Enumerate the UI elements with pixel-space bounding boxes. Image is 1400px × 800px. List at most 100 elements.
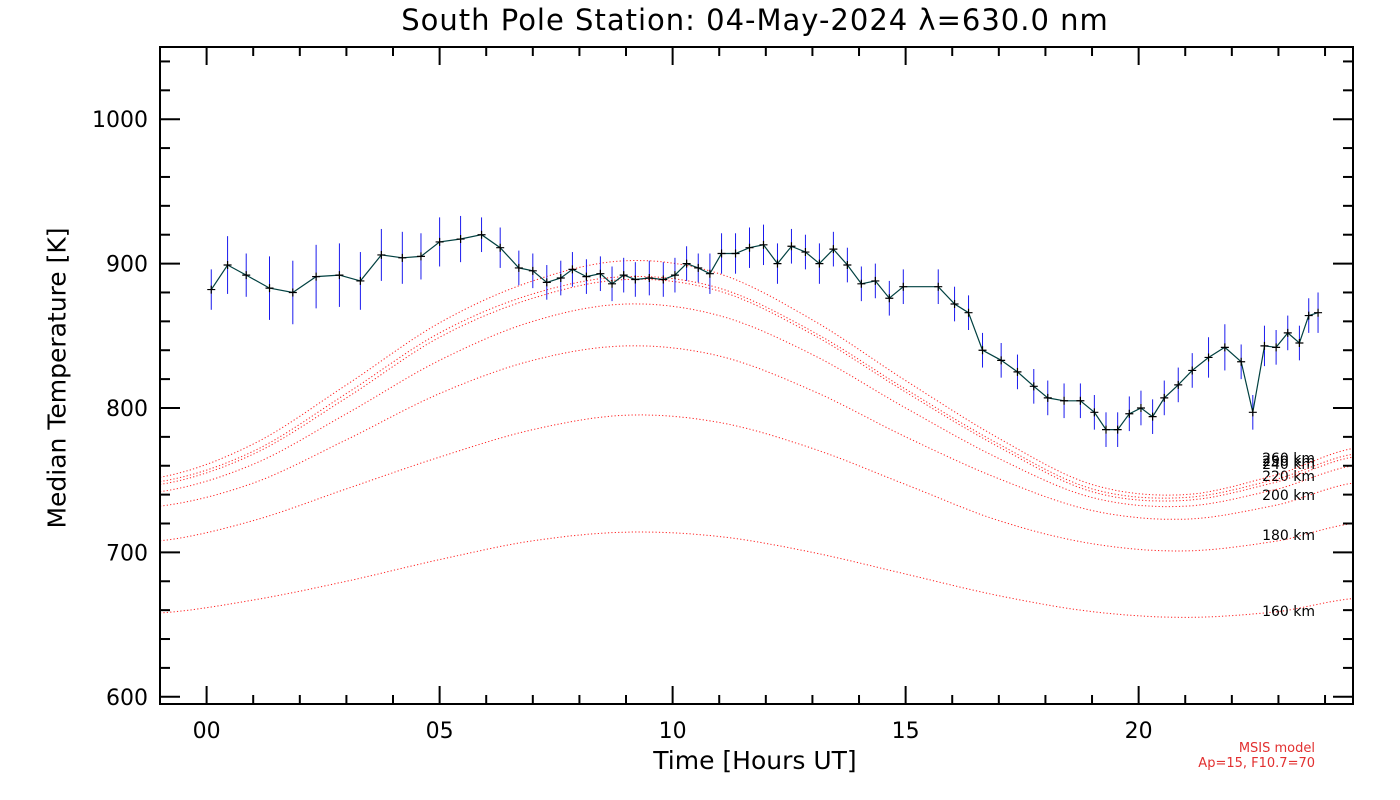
model-curve-label: 200 km [1262,488,1315,504]
axes-frame: 00 05 10 15 20 600 700 800 900 1000 [92,46,1354,744]
data-point [1013,367,1022,376]
data-point [528,266,537,275]
data-point [871,276,880,285]
data-point [843,261,852,270]
data-point [705,269,714,278]
data-point [1043,393,1052,402]
data-point [787,242,796,251]
data-point [1136,403,1145,412]
model-curve [159,278,1354,502]
data-point [1237,357,1246,366]
chart-title: South Pole Station: 04-May-2024 λ=630.0 … [401,3,1109,37]
data-point [1248,408,1257,417]
data-point [416,252,425,261]
data-point [682,259,691,268]
data-point [1102,425,1111,434]
data-point [223,261,232,270]
data-point [934,282,943,291]
data-point [288,288,297,297]
data-point [1060,396,1069,405]
data-point [514,263,523,272]
y-tick-label: 900 [106,253,148,278]
temperature-line [210,234,1319,431]
model-note-line1: MSIS model [1238,741,1315,756]
x-axis-label: Time [Hours UT] [653,746,857,775]
data-point [1113,425,1122,434]
data-point [997,356,1006,365]
data-point [1160,393,1169,402]
data-point [801,248,810,257]
data-point [694,263,703,272]
x-tick-label: 20 [1125,719,1153,744]
model-curve [159,414,1354,552]
x-tick-label: 15 [892,719,920,744]
data-point [542,278,551,287]
data-point [645,274,654,283]
data-point [568,265,577,274]
x-tick-label: 00 [193,719,221,744]
data-point [773,259,782,268]
data-point [899,282,908,291]
data-point [435,237,444,246]
data-point [1174,380,1183,389]
data-point [596,269,605,278]
data-point [631,275,640,284]
data-point [207,285,216,294]
data-point [242,271,251,280]
data-point [815,259,824,268]
data-point [829,245,838,254]
data-point [1090,408,1099,417]
temperature-series [207,215,1323,447]
data-point [1283,328,1292,337]
data-point [670,271,679,280]
data-point [556,274,565,283]
data-point [978,346,987,355]
model-curve [159,531,1354,618]
data-point [312,272,321,281]
data-point [1204,353,1213,362]
data-point [377,250,386,259]
data-point [456,235,465,244]
model-curve-label: 220 km [1262,469,1315,485]
data-point [885,294,894,303]
data-point [1304,311,1313,320]
data-point [1188,366,1197,375]
data-point [1314,308,1323,317]
data-point [745,243,754,252]
data-point [1260,341,1269,350]
model-curve-label: 260 km [1262,451,1315,467]
model-note-line2: Ap=15, F10.7=70 [1198,756,1315,771]
y-axis-label: Median Temperature [K] [42,227,72,529]
data-point [857,279,866,288]
model-curve [159,303,1354,508]
data-point [964,308,973,317]
data-point [1125,409,1134,418]
y-tick-label: 1000 [92,108,148,133]
model-curve [159,275,1354,499]
model-curve-label: 180 km [1262,528,1315,544]
model-curve-label: 240 km [1262,457,1315,473]
data-point [356,276,365,285]
model-curve-label: 160 km [1262,604,1315,620]
model-curve [159,345,1354,520]
data-point [659,275,668,284]
data-point [950,300,959,309]
data-point [496,243,505,252]
data-point [1295,339,1304,348]
data-point [335,271,344,280]
data-point [582,272,591,281]
data-point [608,279,617,288]
data-point [265,284,274,293]
plot-frame [159,46,1354,705]
data-point [619,271,628,280]
data-point [717,249,726,258]
data-point [1076,396,1085,405]
data-point [759,240,768,249]
x-tick-label: 10 [659,719,687,744]
x-tick-label: 05 [426,719,454,744]
y-tick-label: 800 [106,397,148,422]
data-point [1148,412,1157,421]
data-point [731,249,740,258]
